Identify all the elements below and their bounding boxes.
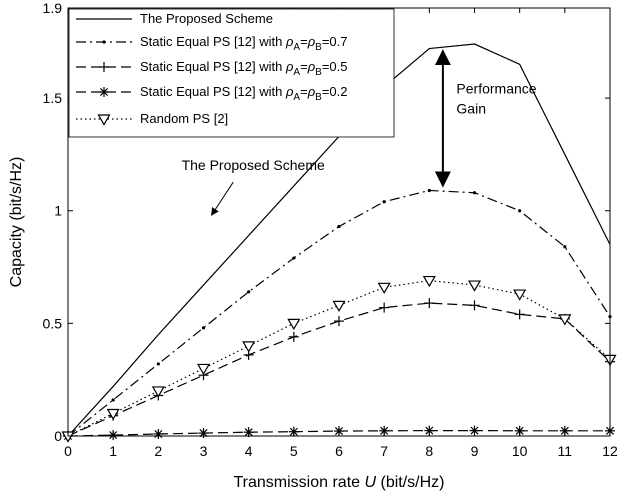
series-3-point-5 (288, 331, 299, 342)
series-2-point-5 (292, 256, 296, 260)
x-tick-label-5: 5 (290, 443, 298, 459)
x-tick-label-12: 12 (602, 443, 618, 459)
series-3-point-10 (514, 309, 525, 320)
series-3-point-9 (469, 300, 480, 311)
y-axis-title: Capacity (bit/s/Hz) (8, 157, 25, 288)
series-3-point-8 (424, 298, 435, 309)
series-2-point-2 (156, 362, 160, 366)
series-2-point-11 (563, 245, 567, 249)
series-2-point-9 (472, 191, 477, 195)
annotation-gain-line-2: Gain (456, 101, 486, 117)
x-tick-label-11: 11 (558, 443, 573, 459)
series-4-point-8 (424, 425, 435, 436)
marker-layer (61, 188, 617, 443)
legend-marker-4 (99, 87, 109, 97)
legend-item-3: Static Equal PS [12] with ρA=ρB=0.5 (76, 59, 347, 78)
legend: The Proposed Scheme Static Equal PS [12] … (68, 8, 395, 138)
legend-item-1: The Proposed Scheme (76, 11, 273, 26)
legend-label-2: Static Equal PS [12] with ρA=ρB=0.7 (140, 34, 347, 53)
legend-marker-3 (99, 62, 109, 72)
x-tick-label-0: 0 (64, 443, 72, 459)
legend-item-2: Static Equal PS [12] with ρA=ρB=0.7 (76, 34, 347, 53)
series-4-point-9 (469, 425, 480, 436)
legend-label-5: Random PS [2] (140, 111, 228, 126)
series-5-point-3 (196, 363, 211, 376)
annotation-gain-line-1: Performance (456, 81, 536, 97)
annotation-layer: The Proposed Scheme Performance Gain (182, 49, 537, 216)
series-5-point-2 (151, 386, 165, 398)
series-5-point-9 (467, 280, 482, 292)
y-tick-label-3: 1.5 (43, 90, 63, 106)
series-5-point-6 (332, 300, 346, 313)
series-5-point-1 (106, 408, 120, 421)
y-tick-label-2: 1 (54, 203, 62, 219)
x-tick-label-6: 6 (335, 443, 343, 459)
series-4-point-10 (514, 425, 525, 436)
x-tick-label-7: 7 (380, 443, 388, 459)
legend-label-1: The Proposed Scheme (140, 11, 273, 26)
annotation-label-proposed-scheme: The Proposed Scheme (182, 157, 325, 173)
y-tick-label-1: 0.5 (43, 315, 63, 331)
x-axis-title: Transmission rate U (bit/s/Hz) (233, 474, 444, 491)
series-2-point-4 (247, 290, 251, 294)
x-tick-label-3: 3 (200, 443, 208, 459)
series-2-point-8 (427, 188, 431, 193)
series-5-point-5 (287, 318, 301, 331)
annotation-arrow-proposed-scheme (211, 181, 234, 216)
series-2-point-10 (518, 209, 522, 213)
x-tick-label-10: 10 (512, 443, 528, 459)
legend-label-4: Static Equal PS [12] with ρA=ρB=0.2 (140, 84, 347, 103)
y-tick-label-4: 1.9 (43, 0, 63, 16)
x-tick-label-2: 2 (154, 443, 162, 459)
x-tick-label-8: 8 (425, 443, 433, 459)
legend-marker-2 (102, 40, 106, 44)
y-tick-label-0: 0 (54, 428, 62, 444)
x-tick-label-9: 9 (471, 443, 479, 459)
series-2-point-1 (111, 398, 115, 402)
legend-item-4: Static Equal PS [12] with ρA=ρB=0.2 (76, 84, 347, 103)
series-3-point-7 (379, 302, 390, 313)
legend-label-3: Static Equal PS [12] with ρA=ρB=0.5 (140, 59, 347, 78)
series-5-point-7 (377, 282, 391, 295)
legend-marker-5 (97, 114, 111, 126)
x-tick-label-4: 4 (245, 443, 253, 459)
series-5-point-4 (242, 341, 256, 353)
series-5-point-11 (558, 314, 572, 326)
series-2-point-3 (201, 326, 206, 330)
legend-box (68, 8, 395, 138)
series-2-point-7 (382, 200, 386, 204)
series-3-point-6 (334, 316, 344, 327)
x-tick-label-1: 1 (109, 443, 117, 459)
series-5-point-10 (513, 289, 527, 301)
legend-item-5: Random PS [2] (76, 111, 228, 126)
series-5-point-8 (422, 275, 436, 288)
series-2-point-6 (337, 224, 341, 229)
series-4-point-7 (379, 425, 390, 436)
